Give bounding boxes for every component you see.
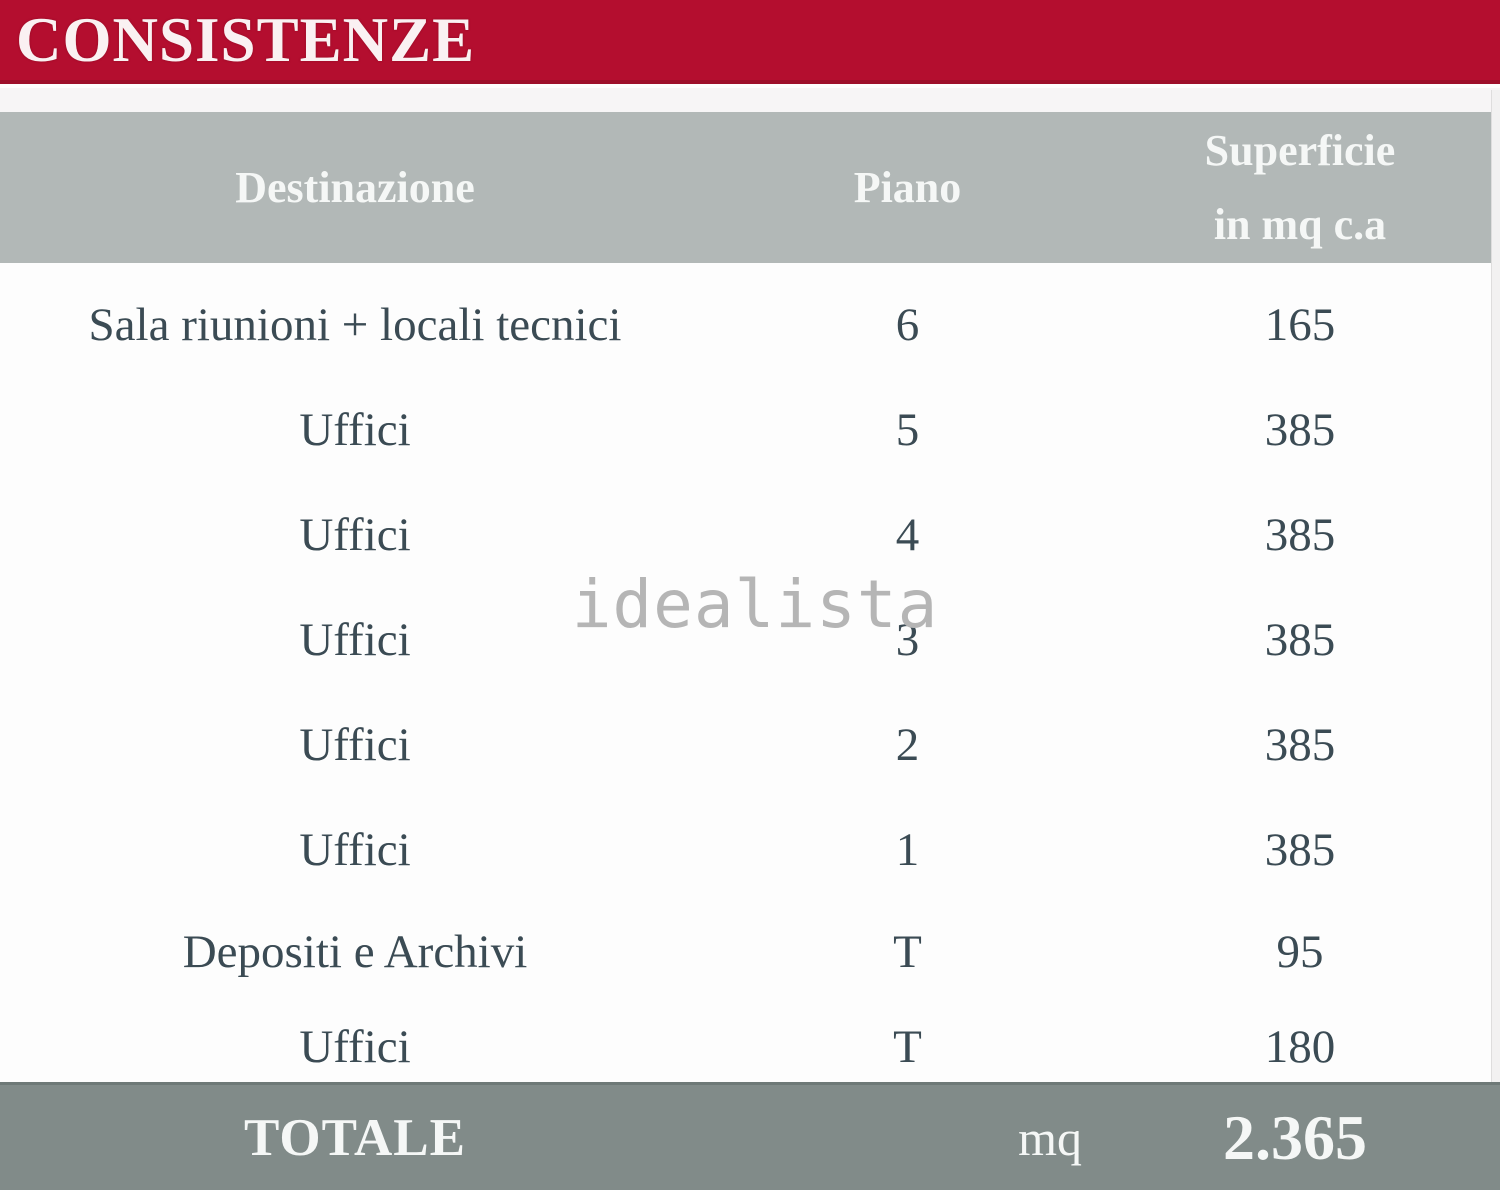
page-title: CONSISTENZE	[16, 4, 476, 75]
column-header-piano: Piano	[853, 163, 962, 212]
cell-superficie: 180	[1264, 1020, 1336, 1073]
table-row: Uffici 4 385	[0, 473, 1500, 578]
cell-piano: 1	[895, 823, 920, 876]
table-footer-row: TOTALE mq 2.365	[0, 1082, 1500, 1190]
cell-superficie: 385	[1264, 613, 1336, 666]
cell-destinazione: Uffici	[299, 823, 411, 876]
column-header-superficie-line2: in mq c.a	[1213, 199, 1387, 249]
column-header-superficie: Superficie in mq c.a	[1105, 112, 1495, 263]
cell-superficie: 95	[1276, 926, 1324, 978]
column-header-superficie-line1: Superficie	[1204, 125, 1396, 175]
cell-destinazione: Depositi e Archivi	[182, 926, 528, 978]
table-row: Uffici 2 385	[0, 683, 1500, 788]
total-value: 2.365	[1223, 1101, 1367, 1173]
table-row: Uffici 1 385	[0, 788, 1500, 893]
cell-destinazione: Uffici	[299, 403, 411, 456]
cell-piano: T	[893, 1020, 922, 1073]
cell-piano: 5	[895, 403, 920, 456]
cell-superficie: 385	[1264, 508, 1336, 561]
cell-piano: T	[893, 926, 922, 978]
table-header-row: Destinazione Piano Superficie in mq c.a	[0, 112, 1500, 263]
table-row: Uffici 5 385	[0, 368, 1500, 473]
cell-superficie: 385	[1264, 823, 1336, 876]
table-body: Sala riunioni + locali tecnici 6 165 Uff…	[0, 263, 1500, 1082]
cell-destinazione: Uffici	[299, 508, 411, 561]
cell-destinazione: Sala riunioni + locali tecnici	[88, 298, 622, 351]
cell-superficie: 385	[1264, 718, 1336, 771]
total-unit: mq	[1018, 1109, 1082, 1166]
cell-piano: 2	[895, 718, 920, 771]
banner-gap-divider	[0, 88, 1500, 112]
cell-piano: 6	[895, 298, 920, 351]
table-row: Uffici T 180	[0, 993, 1500, 1082]
cell-piano: 3	[895, 613, 920, 666]
cell-destinazione: Uffici	[299, 1020, 411, 1073]
cell-superficie: 165	[1264, 298, 1336, 351]
column-header-destinazione: Destinazione	[235, 163, 475, 212]
total-label: TOTALE	[243, 1108, 466, 1167]
table-row: Uffici 3 385	[0, 578, 1500, 683]
scan-edge-seam	[1491, 90, 1500, 1082]
cell-destinazione: Uffici	[299, 718, 411, 771]
title-banner: CONSISTENZE	[0, 0, 1500, 84]
table-row: Sala riunioni + locali tecnici 6 165	[0, 263, 1500, 368]
cell-piano: 4	[895, 508, 920, 561]
cell-superficie: 385	[1264, 403, 1336, 456]
table-row: Depositi e Archivi T 95	[0, 893, 1500, 993]
cell-destinazione: Uffici	[299, 613, 411, 666]
